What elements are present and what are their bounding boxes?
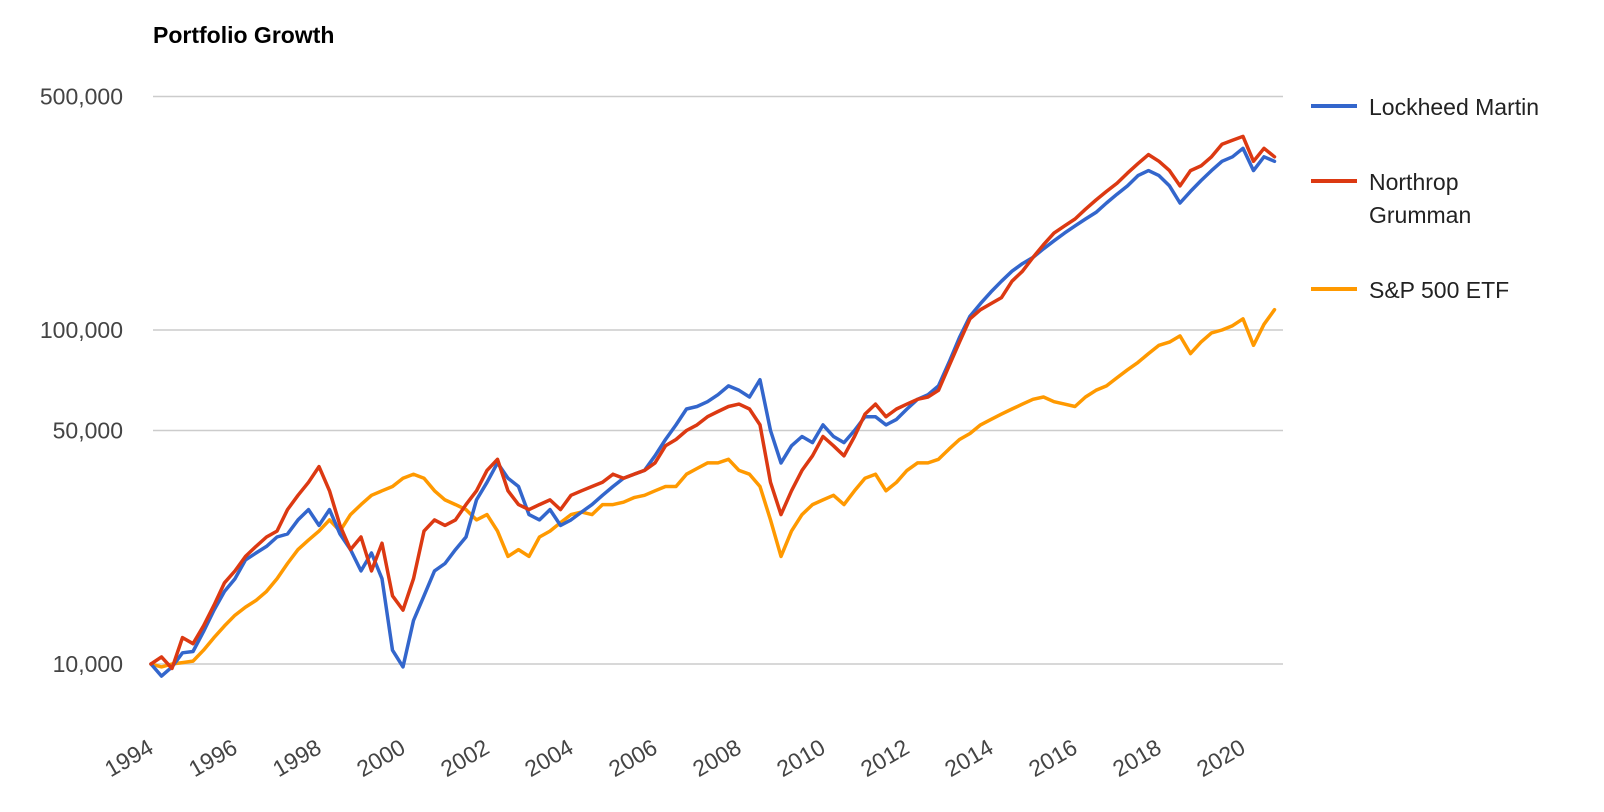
x-tick-label: 2018 [1108, 734, 1165, 782]
x-tick-label: 2014 [940, 734, 997, 782]
series-line-lockheed-martin [149, 146, 1277, 678]
series-line-s-p-500-etf [149, 307, 1277, 669]
x-tick-label: 2016 [1024, 734, 1081, 782]
chart-title: Portfolio Growth [153, 22, 335, 48]
series-lines [149, 134, 1277, 678]
x-tick-label: 2020 [1192, 734, 1249, 782]
legend-item: Lockheed Martin [1311, 94, 1539, 120]
legend-item: Northrop Grumman [1311, 169, 1471, 228]
y-tick-label: 50,000 [53, 418, 123, 444]
y-tick-label: 100,000 [40, 317, 123, 343]
x-tick-label: 2004 [520, 734, 577, 782]
legend-label: Grumman [1369, 202, 1471, 228]
y-tick-label: 500,000 [40, 84, 123, 110]
x-tick-label: 2008 [688, 734, 745, 782]
x-tick-label: 2010 [772, 734, 829, 782]
x-tick-label: 2000 [352, 734, 409, 782]
y-tick-label: 10,000 [53, 651, 123, 677]
legend-label: Northrop [1369, 169, 1458, 195]
legend-item: S&P 500 ETF [1311, 277, 1509, 303]
x-tick-label: 2012 [856, 734, 913, 782]
legend-label: Lockheed Martin [1369, 94, 1539, 120]
legend-label: S&P 500 ETF [1369, 277, 1509, 303]
x-tick-label: 1996 [184, 734, 241, 782]
x-tick-label: 2002 [436, 734, 493, 782]
x-axis-ticks: 1994 1996 1998 2000 2002 2004 2006 2008 2010 2012… [100, 734, 1249, 782]
gridlines [153, 95, 1283, 665]
legend: Lockheed Martin Northrop Grumman S&P 500 ET… [1311, 94, 1539, 303]
x-tick-label: 1998 [268, 734, 325, 782]
y-axis-ticks: 10,000 50,000 100,000 500,000 [40, 84, 123, 677]
x-tick-label: 2006 [604, 734, 661, 782]
x-tick-label: 1994 [100, 734, 157, 782]
series-line-northrop-grumman [149, 134, 1277, 671]
